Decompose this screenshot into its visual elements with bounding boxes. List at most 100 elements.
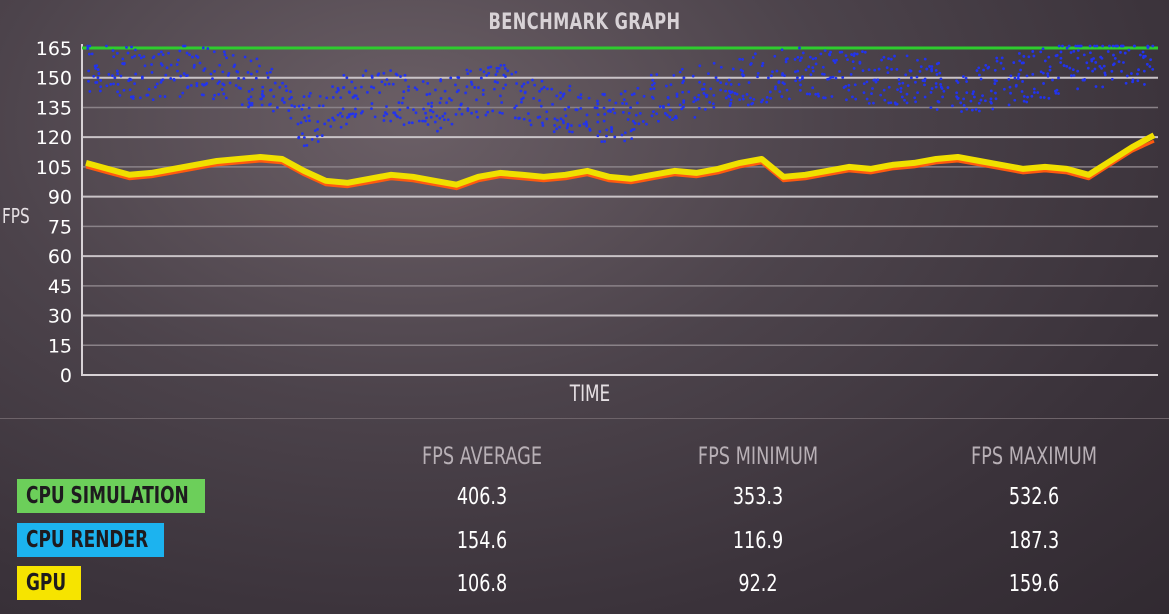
cpu-render-point [697, 93, 701, 97]
cpu-render-point [556, 118, 559, 122]
cpu-render-point [1086, 66, 1090, 70]
cpu-render-point [733, 91, 737, 95]
cpu-render-point [876, 78, 880, 82]
cpu-render-point [327, 118, 330, 122]
cpu-render-point [398, 116, 402, 120]
cpu-render-point [900, 95, 904, 99]
cpu-render-point [1068, 66, 1072, 70]
cpu-render-point [231, 53, 235, 57]
cpu-render-point [862, 91, 866, 95]
cpu-render-point [611, 107, 615, 111]
cpu-render-point [412, 108, 415, 112]
cpu-render-point [325, 96, 329, 100]
cpu-render-point [1007, 103, 1011, 107]
cpu-render-point [918, 69, 922, 73]
cpu-render-point [741, 58, 744, 61]
cpu-render-point [566, 122, 570, 126]
cpu-render-point [938, 71, 942, 75]
cpu-render-point [882, 88, 886, 92]
cpu-render-point [364, 69, 368, 73]
cpu-render-point [176, 69, 179, 73]
cpu-render-point [816, 92, 820, 96]
cpu-render-point [603, 140, 606, 143]
cpu-render-point [598, 130, 602, 133]
cpu-render-point [134, 72, 138, 76]
cpu-render-point [579, 107, 583, 110]
cpu-render-point [281, 96, 285, 100]
cpu-render-point [602, 106, 606, 110]
cpu-render-point [854, 97, 858, 101]
cpu-render-point [665, 113, 669, 117]
cpu-render-point [285, 89, 288, 92]
cpu-render-point [297, 135, 301, 139]
cpu-render-point [435, 114, 439, 118]
cpu-render-point [519, 89, 523, 93]
cpu-render-point [671, 118, 674, 122]
cpu-render-point [619, 92, 623, 96]
cpu-render-point [555, 127, 558, 131]
cpu-render-point [181, 91, 185, 95]
cpu-render-point [887, 85, 891, 89]
cpu-render-point [971, 92, 975, 96]
cpu-render-point [1151, 67, 1155, 71]
cpu-render-point [633, 122, 637, 125]
cpu-render-point [213, 93, 217, 97]
cpu-render-point [916, 91, 919, 94]
cpu-render-point [342, 86, 346, 89]
cpu-render-point [565, 126, 569, 130]
cpu-render-point [605, 134, 608, 138]
cpu-render-point [421, 80, 425, 83]
cpu-render-point [112, 82, 115, 86]
cpu-render-point [568, 84, 572, 88]
cpu-render-point [629, 106, 632, 110]
cpu-render-point [969, 99, 973, 103]
cpu-render-max: 187.3 [1008, 528, 1060, 554]
cpu-render-point [562, 121, 565, 125]
cpu-render-point [522, 82, 526, 86]
cpu-render-point [1072, 74, 1076, 77]
cpu-render-point [923, 83, 926, 87]
cpu-render-point [487, 71, 491, 75]
cpu-render-point [212, 50, 216, 54]
cpu-render-point [798, 78, 802, 82]
cpu-render-point [1112, 53, 1115, 57]
cpu-render-point [850, 53, 853, 56]
cpu-render-point [222, 92, 226, 96]
cpu-render-point [261, 89, 264, 93]
cpu-render-point [1122, 61, 1125, 64]
cpu-render-point [961, 75, 965, 78]
cpu-render-point [1071, 68, 1075, 72]
cpu-render-point [605, 128, 609, 132]
cpu-render-point [693, 96, 697, 100]
cpu-render-point [321, 104, 325, 108]
cpu-render-point [861, 69, 865, 73]
cpu-render-point [316, 140, 320, 143]
cpu-render-point [382, 114, 386, 118]
cpu-render-point [506, 69, 510, 73]
cpu-render-point [1130, 72, 1133, 75]
cpu-render-point [1120, 69, 1123, 73]
cpu-render-point [761, 98, 765, 102]
cpu-render-point [1148, 65, 1152, 68]
cpu-render-point [1018, 52, 1021, 55]
cpu-render-point [883, 98, 887, 102]
cpu-render-point [1020, 90, 1024, 93]
cpu-render-point [1016, 75, 1020, 78]
cpu-render-point [331, 116, 335, 120]
cpu-render-point [600, 140, 604, 144]
cpu-render-point [373, 115, 377, 119]
cpu-render-point [494, 73, 498, 77]
cpu-render-point [387, 82, 391, 86]
cpu-render-point [814, 62, 818, 66]
cpu-render-point [195, 84, 199, 88]
cpu-render-point [811, 57, 815, 61]
cpu-render-point [830, 95, 834, 98]
cpu-render-point [729, 82, 733, 86]
cpu-render-point [831, 75, 835, 79]
cpu-render-point [1067, 44, 1071, 48]
cpu-render-point [752, 97, 756, 101]
cpu-render-point [406, 106, 410, 110]
cpu-render-point [479, 68, 482, 71]
cpu-render-point [630, 93, 634, 97]
cpu-render-point [702, 82, 706, 86]
